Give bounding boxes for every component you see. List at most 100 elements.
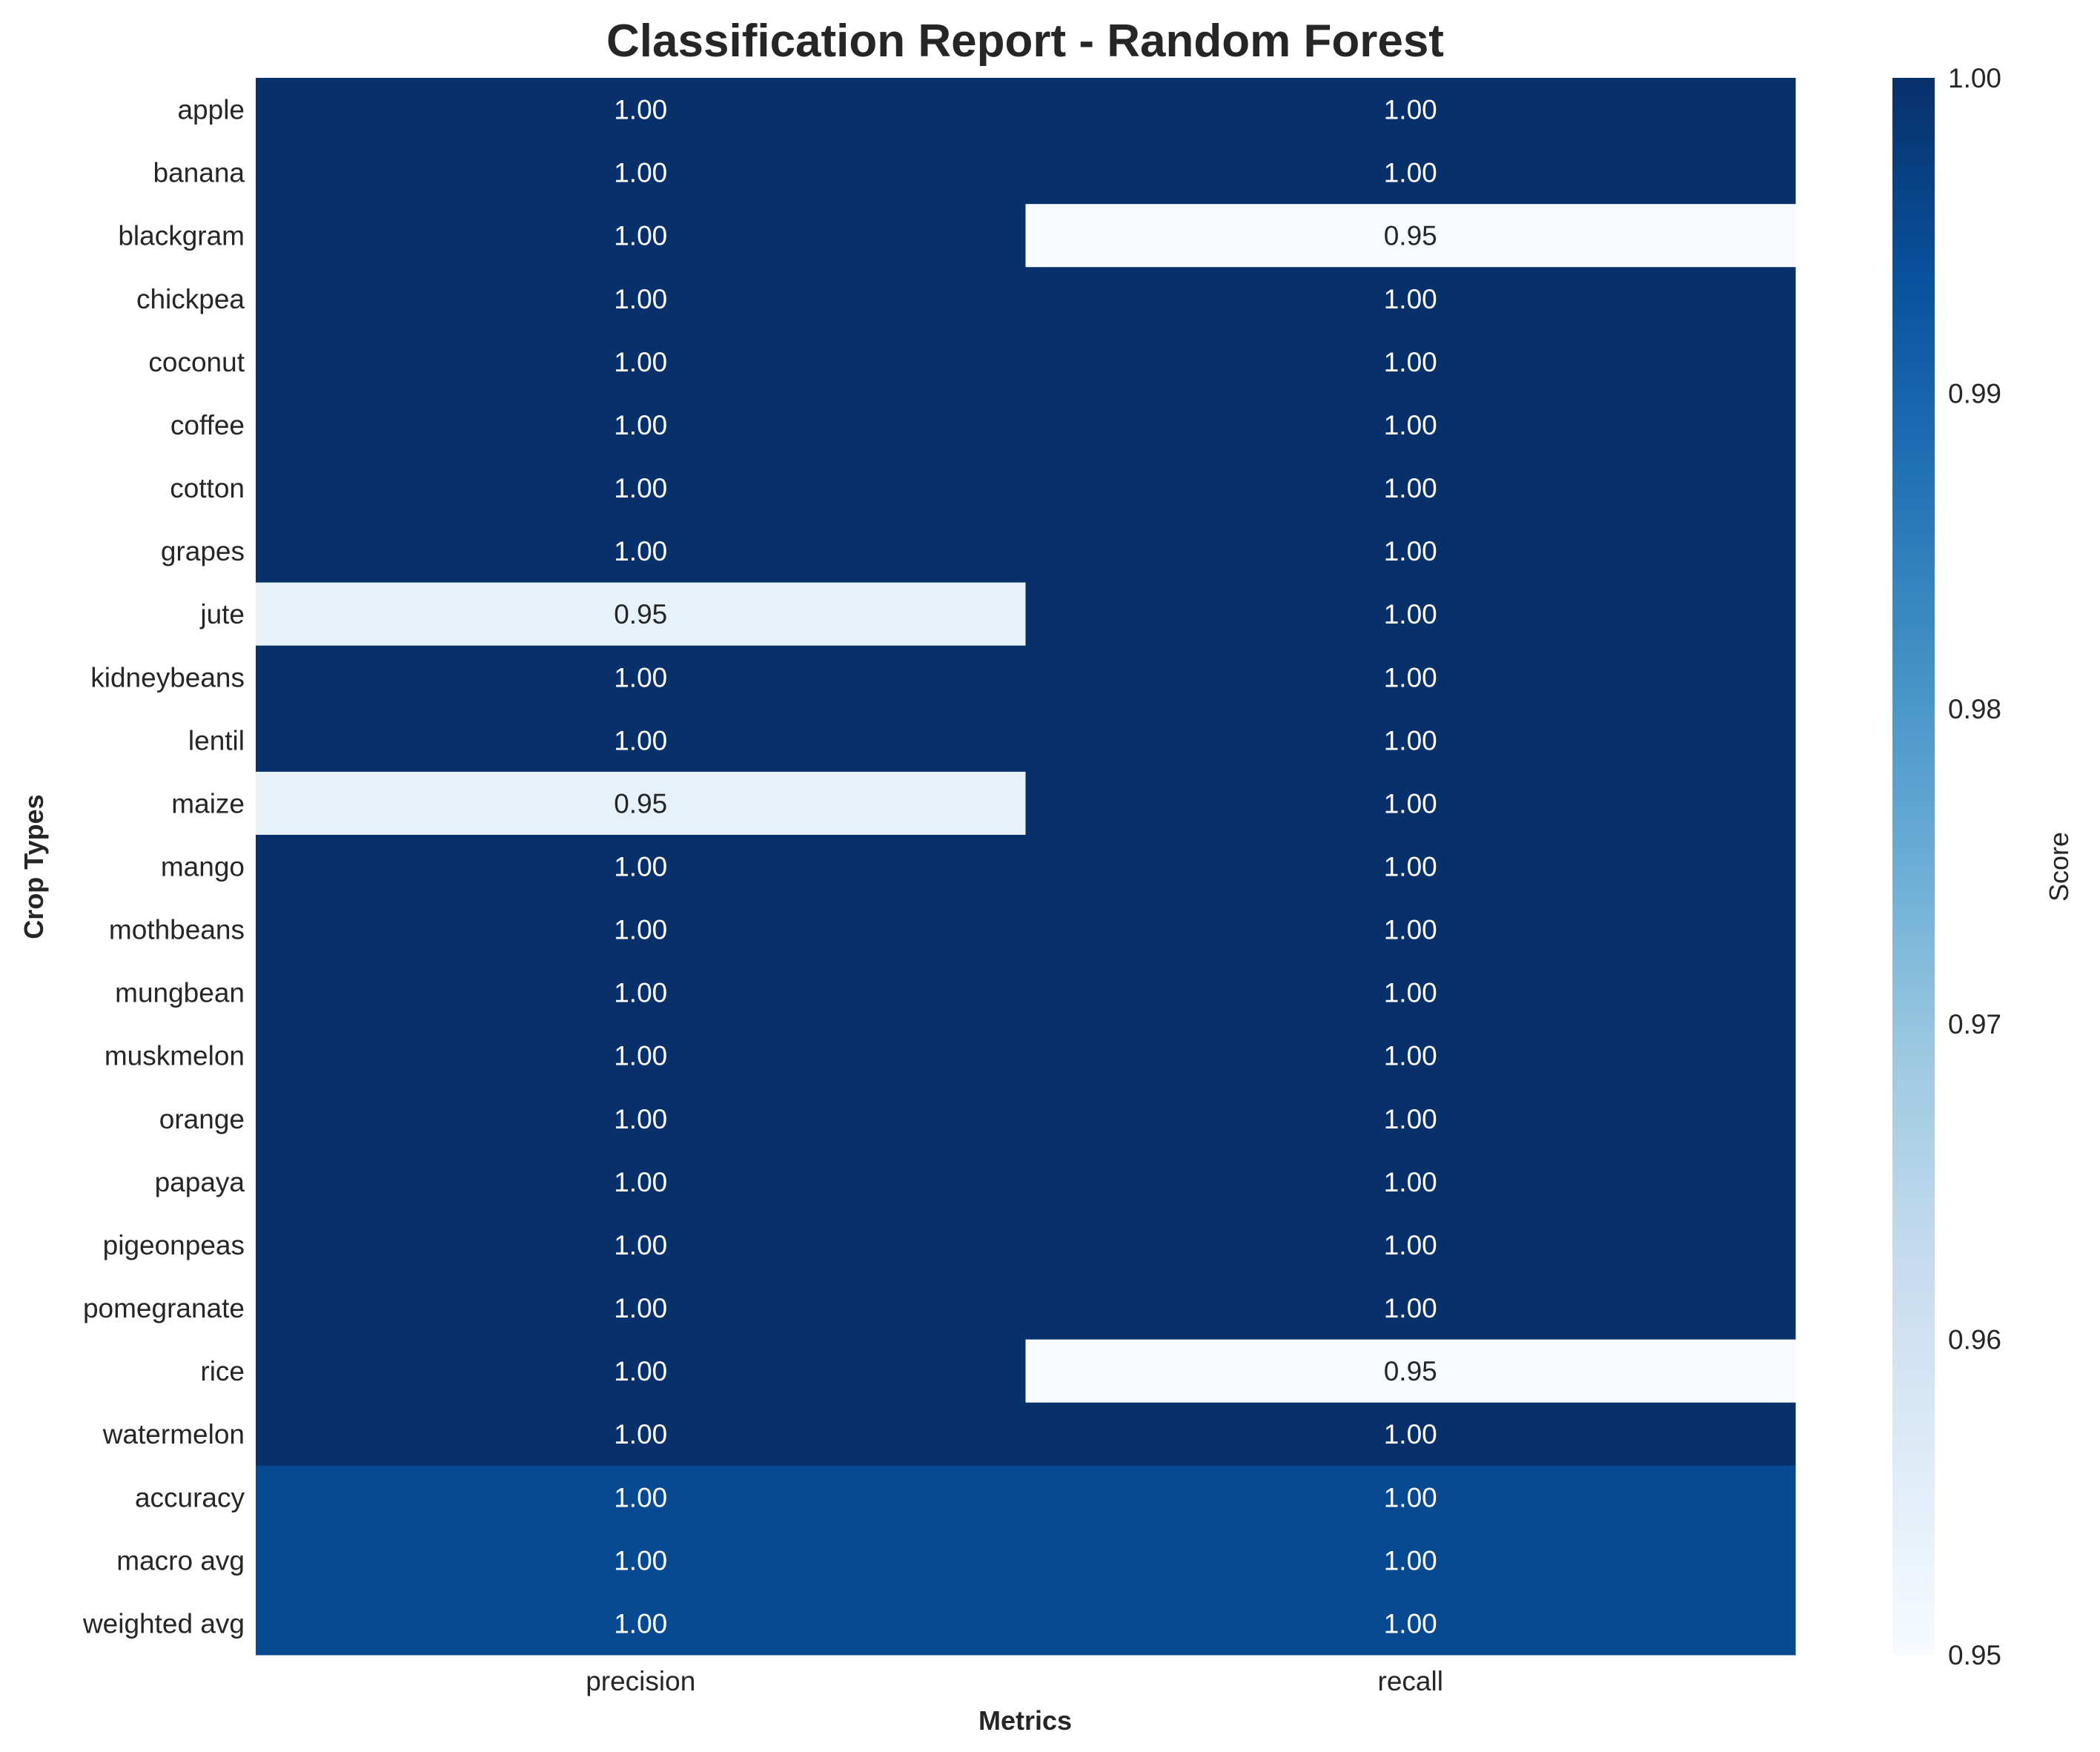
cell-value-label: 1.00: [614, 915, 667, 945]
heatmap-cell: [1025, 834, 1796, 899]
row-tick-label: rice: [200, 1356, 245, 1386]
column-tick-label: precision: [586, 1666, 695, 1696]
cell-value-label: 1.00: [1384, 410, 1437, 440]
x-axis-label: Metrics: [978, 1705, 1072, 1736]
heatmap-cell: [1025, 1465, 1796, 1530]
heatmap-cell: [1025, 961, 1796, 1025]
row-tick-label: mothbeans: [109, 915, 245, 945]
heatmap-cells: 1.00 1.00 1.00 1.00 1.00 0.95 1.00 1.00 1.00 1.00…: [256, 78, 1796, 1656]
heatmap-cell: [256, 898, 1026, 962]
cell-value-label: 1.00: [614, 662, 667, 692]
cell-value-label: 1.00: [1384, 725, 1437, 756]
chart-title: Classification Report - Random Forest: [606, 16, 1444, 67]
heatmap-cell: [1025, 267, 1796, 331]
row-tick-label: orange: [159, 1104, 245, 1134]
heatmap-cell: [256, 1528, 1026, 1593]
heatmap-cell: [256, 1276, 1026, 1341]
heatmap-cell: [1025, 1402, 1796, 1467]
row-tick-label: blackgram: [118, 221, 245, 251]
heatmap-cell: [256, 393, 1026, 457]
heatmap-cell: [256, 708, 1026, 773]
cell-value-label: 0.95: [614, 599, 667, 629]
heatmap-cell: [256, 1339, 1026, 1404]
row-tick-label: mungbean: [115, 978, 245, 1008]
cell-value-label: 1.00: [614, 284, 667, 314]
cell-value-label: 1.00: [614, 1293, 667, 1323]
cell-value-label: 1.00: [614, 158, 667, 188]
heatmap-cell: [256, 645, 1026, 710]
cell-value-label: 1.00: [614, 410, 667, 440]
cell-value-label: 1.00: [614, 1545, 667, 1576]
heatmap-cell: [1025, 519, 1796, 584]
cell-value-label: 1.00: [614, 221, 667, 251]
row-tick-label: grapes: [161, 536, 245, 566]
heatmap-cell: [1025, 141, 1796, 205]
cell-value-label: 1.00: [1384, 158, 1437, 188]
cell-value-label: 1.00: [614, 1167, 667, 1197]
heatmap-cell: [256, 141, 1026, 205]
cell-value-label: 1.00: [1384, 978, 1437, 1008]
heatmap-cell: [1025, 1276, 1796, 1341]
cell-value-label: 1.00: [614, 1608, 667, 1639]
cell-value-label: 1.00: [1384, 473, 1437, 503]
cell-value-label: 1.00: [1384, 1104, 1437, 1134]
colorbar-tick-label: 1.00: [1948, 63, 2001, 93]
cell-value-label: 1.00: [1384, 1608, 1437, 1639]
cell-value-label: 1.00: [1384, 1293, 1437, 1323]
row-tick-label: mango: [161, 852, 245, 882]
cell-value-label: 1.00: [1384, 1167, 1437, 1197]
row-tick-label: coconut: [148, 347, 245, 377]
cell-value-label: 1.00: [1384, 915, 1437, 945]
row-tick-label: chickpea: [136, 284, 245, 314]
cell-value-label: 1.00: [614, 1356, 667, 1386]
cell-value-label: 1.00: [614, 473, 667, 503]
row-tick-label: banana: [153, 158, 245, 188]
colorbar-label: Score: [2044, 832, 2074, 902]
heatmap-cell: [256, 1402, 1026, 1467]
heatmap-cell: [256, 1024, 1026, 1088]
colorbar-tick-label: 0.96: [1948, 1325, 2001, 1355]
colorbar-tick-label: 0.97: [1948, 1009, 2001, 1039]
row-tick-label: weighted avg: [82, 1608, 245, 1639]
cell-value-label: 0.95: [614, 788, 667, 819]
cell-value-label: 1.00: [614, 1230, 667, 1260]
cell-value-label: 1.00: [1384, 1041, 1437, 1071]
cell-value-label: 1.00: [1384, 1545, 1437, 1576]
heatmap-cell: [1025, 898, 1796, 962]
row-tick-label: muskmelon: [105, 1041, 245, 1071]
heatmap-cell: [1025, 771, 1796, 836]
heatmap-cell: [1025, 456, 1796, 520]
row-tick-labels: apple banana blackgram chickpea coconut coffe…: [82, 95, 245, 1639]
heatmap-cell: [256, 330, 1026, 394]
heatmap-cell: [256, 1087, 1026, 1151]
heatmap-cell: [256, 961, 1026, 1025]
heatmap-cell: [1025, 1150, 1796, 1214]
row-tick-label: apple: [177, 95, 245, 125]
heatmap-cell: [256, 456, 1026, 520]
heatmap-cell: [1025, 330, 1796, 394]
heatmap-cell: [1025, 1591, 1796, 1656]
cell-value-label: 1.00: [614, 536, 667, 566]
heatmap-cell: [1025, 645, 1796, 710]
cell-value-label: 1.00: [614, 1419, 667, 1449]
heatmap-cell: [1025, 204, 1796, 268]
row-tick-label: accuracy: [135, 1482, 245, 1513]
row-tick-label: lentil: [188, 725, 245, 756]
colorbar-ticks: 0.95 0.96 0.97 0.98 0.99 1.00: [1948, 63, 2001, 1670]
cell-value-label: 1.00: [614, 1482, 667, 1513]
cell-value-label: 1.00: [1384, 284, 1437, 314]
cell-value-label: 1.00: [614, 347, 667, 377]
colorbar: [1892, 78, 1935, 1655]
cell-value-label: 1.00: [614, 725, 667, 756]
heatmap-cell: [1025, 708, 1796, 773]
heatmap-cell: [256, 1150, 1026, 1214]
heatmap-cell: [256, 519, 1026, 584]
cell-value-label: 1.00: [1384, 536, 1437, 566]
cell-value-label: 1.00: [1384, 788, 1437, 819]
row-tick-label: pomegranate: [83, 1293, 245, 1323]
column-tick-label: recall: [1378, 1666, 1443, 1696]
heatmap-cell: [256, 204, 1026, 268]
heatmap-cell: [256, 834, 1026, 899]
cell-value-label: 1.00: [1384, 662, 1437, 692]
